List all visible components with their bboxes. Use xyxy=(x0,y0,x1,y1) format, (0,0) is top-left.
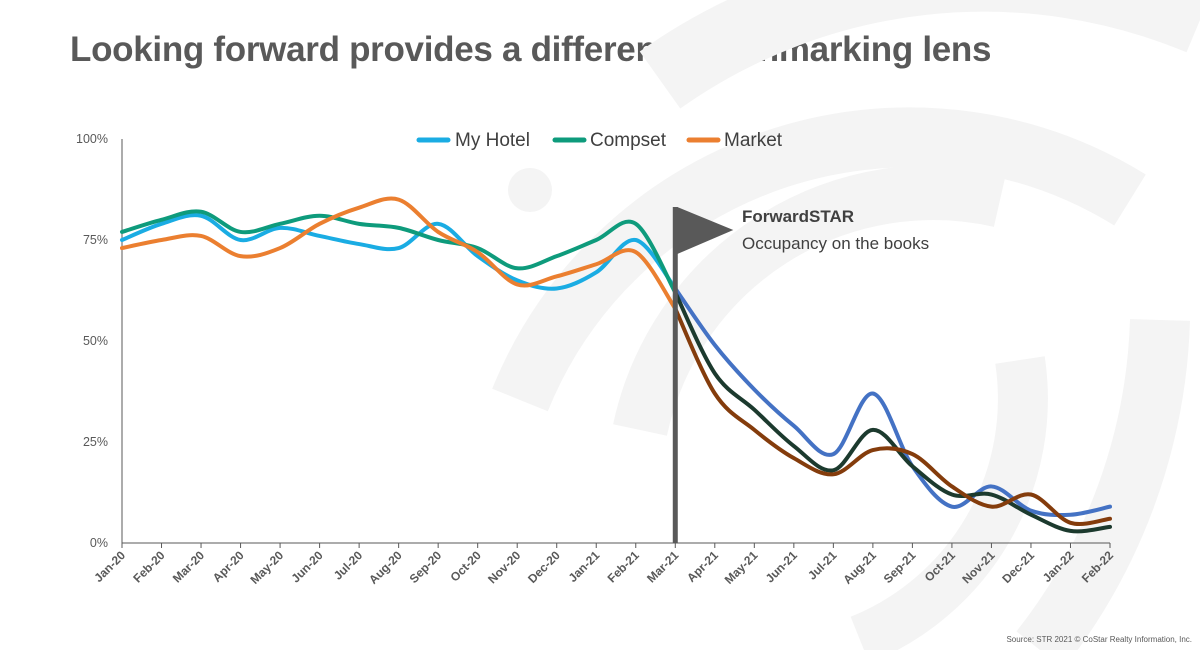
annotation-title: ForwardSTAR xyxy=(742,207,854,226)
background-watermark-arcs xyxy=(492,0,1200,650)
x-tick-label: Mar-21 xyxy=(644,548,681,585)
y-tick-label: 100% xyxy=(76,132,108,146)
x-tick-label: Jul-20 xyxy=(331,548,366,583)
y-tick-label: 50% xyxy=(83,334,108,348)
x-tick-label: Feb-21 xyxy=(605,548,642,585)
x-tick-label: Dec-20 xyxy=(525,548,563,586)
chart-legend: My Hotel Compset Market xyxy=(416,130,783,151)
x-tick-label: May-21 xyxy=(722,548,761,587)
x-tick-label: Sep-20 xyxy=(407,548,445,586)
legend-label-compset: Compset xyxy=(590,130,667,151)
x-tick-label: Apr-21 xyxy=(684,548,721,585)
x-tick-label: Oct-20 xyxy=(447,548,484,585)
y-tick-label: 25% xyxy=(83,435,108,449)
annotation-subtitle: Occupancy on the books xyxy=(742,234,929,253)
x-tick-label: Jul-21 xyxy=(805,548,840,583)
x-tick-label: Aug-20 xyxy=(366,548,405,587)
source-note: Source: STR 2021 © CoStar Realty Informa… xyxy=(1006,635,1192,644)
flag-pole xyxy=(672,207,678,543)
series-line-market-forward xyxy=(673,306,1112,526)
x-tick-label: Jan-20 xyxy=(91,548,128,585)
page-title: Looking forward provides a different ben… xyxy=(70,30,992,69)
series-lines xyxy=(120,196,1112,534)
series-line-market xyxy=(120,196,678,311)
forwardstar-flag: ForwardSTAR Occupancy on the books xyxy=(672,207,929,543)
x-tick-label: Jun-21 xyxy=(763,548,800,585)
flag-banner xyxy=(677,207,734,254)
series-line-compset-forward xyxy=(673,290,1112,534)
y-tick-label: 75% xyxy=(83,233,108,247)
x-tick-label: Jan-21 xyxy=(566,548,603,585)
series-line-my-hotel xyxy=(120,213,678,291)
x-tick-label: Jun-20 xyxy=(288,548,325,585)
y-tick-label: 0% xyxy=(90,536,108,550)
x-tick-label: Mar-20 xyxy=(170,548,207,585)
x-tick-label: Nov-20 xyxy=(485,548,523,586)
x-tick-label: Apr-20 xyxy=(210,548,247,585)
series-line-compset xyxy=(120,209,678,295)
y-axis-tick-labels: 0% 25% 50% 75% 100% xyxy=(76,132,108,550)
x-tick-label: Aug-21 xyxy=(840,548,879,587)
x-tick-label: Feb-20 xyxy=(130,548,167,585)
series-line-my-hotel-forward xyxy=(673,286,1112,518)
legend-label-market: Market xyxy=(724,130,783,151)
x-tick-label: Dec-21 xyxy=(999,548,1037,586)
legend-label-my-hotel: My Hotel xyxy=(455,130,530,151)
x-axis-tick-marks xyxy=(121,543,1111,548)
x-tick-label: May-20 xyxy=(248,548,287,587)
